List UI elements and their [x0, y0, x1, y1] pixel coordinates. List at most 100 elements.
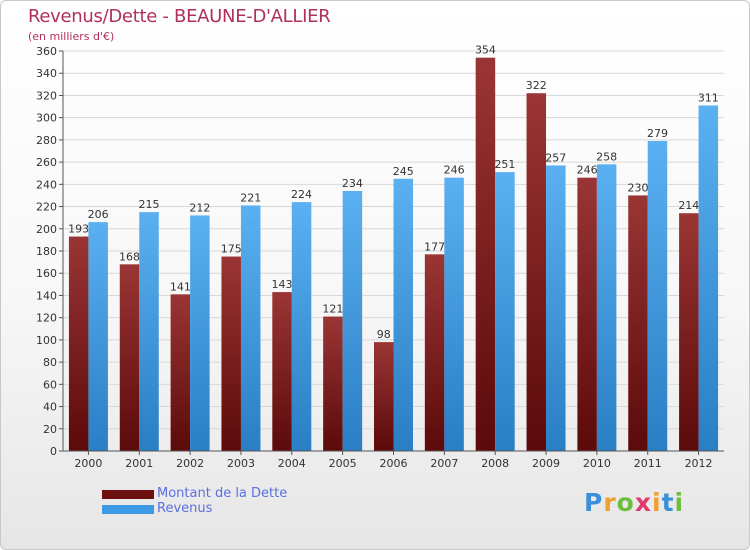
data-label: 141 — [170, 280, 191, 293]
bar-dette — [272, 292, 292, 451]
y-tick-label: 280 — [36, 134, 57, 147]
bar-revenus — [342, 191, 363, 451]
bar-dette — [679, 213, 699, 451]
y-tick-label: 320 — [36, 89, 57, 102]
x-tick-label: 2009 — [532, 457, 560, 470]
bar-revenus — [393, 178, 413, 451]
y-tick-label: 80 — [43, 356, 57, 369]
legend-label-dette: Montant de la Dette — [157, 486, 288, 501]
logo-letter: i — [652, 488, 662, 517]
x-tick-label: 2001 — [125, 457, 153, 470]
x-tick-label: 2000 — [74, 457, 102, 470]
x-tick-label: 2005 — [329, 457, 357, 470]
y-tick-label: 40 — [43, 401, 57, 414]
data-label: 246 — [444, 164, 465, 177]
bar-revenus — [240, 205, 261, 451]
logo-letter: x — [634, 488, 652, 517]
y-tick-label: 60 — [43, 378, 57, 391]
x-tick-label: 2006 — [380, 457, 408, 470]
logo-letter: t — [661, 488, 675, 517]
bar-dette — [221, 256, 241, 451]
data-label: 177 — [424, 240, 445, 253]
bar-revenus — [495, 172, 515, 451]
bar-dette — [577, 177, 597, 451]
data-label: 230 — [627, 181, 648, 194]
bar-revenus — [88, 222, 108, 451]
y-tick-label: 20 — [43, 423, 57, 436]
chart-subtitle: (en milliers d'€) — [28, 30, 115, 43]
bar-dette — [68, 236, 89, 451]
data-label: 212 — [189, 201, 210, 214]
bar-revenus — [647, 141, 668, 451]
data-label: 175 — [221, 243, 242, 256]
y-tick-label: 0 — [50, 445, 57, 458]
y-tick-label: 140 — [36, 289, 57, 302]
proxiti-logo: Proxiti — [584, 488, 684, 517]
bar-dette — [170, 294, 191, 451]
data-label: 258 — [596, 150, 617, 163]
chart-title: Revenus/Dette - BEAUNE-D'ALLIER — [28, 6, 331, 27]
data-label: 224 — [291, 188, 312, 201]
y-tick-label: 300 — [36, 112, 57, 125]
y-tick-label: 120 — [36, 312, 57, 325]
bar-dette — [628, 195, 648, 451]
x-tick-label: 2002 — [176, 457, 204, 470]
bar-dette — [526, 93, 547, 451]
data-label: 322 — [526, 79, 547, 92]
data-label: 121 — [322, 303, 343, 316]
y-tick-label: 100 — [36, 334, 57, 347]
y-tick-label: 240 — [36, 178, 57, 191]
data-label: 143 — [272, 278, 293, 291]
x-tick-label: 2003 — [227, 457, 255, 470]
data-label: 214 — [678, 199, 699, 212]
data-label: 251 — [494, 158, 515, 171]
legend-swatch-dette — [102, 490, 154, 499]
y-tick-label: 160 — [36, 267, 57, 280]
bar-dette — [119, 264, 140, 451]
logo-letter: r — [603, 488, 617, 517]
x-tick-label: 2007 — [430, 457, 458, 470]
data-label: 221 — [240, 191, 261, 204]
y-tick-label: 180 — [36, 245, 57, 258]
bar-revenus — [596, 164, 617, 452]
bar-dette — [475, 57, 496, 452]
y-tick-label: 200 — [36, 223, 57, 236]
logo-letter: o — [616, 488, 635, 517]
x-tick-label: 2012 — [685, 457, 713, 470]
bar-revenus — [698, 105, 719, 451]
x-tick-label: 2011 — [634, 457, 662, 470]
data-label: 215 — [139, 198, 160, 211]
y-tick-label: 260 — [36, 156, 57, 169]
data-label: 193 — [68, 223, 89, 236]
bar-revenus — [291, 202, 312, 451]
data-label: 246 — [577, 164, 598, 177]
data-label: 279 — [647, 127, 668, 140]
logo-letter: i — [674, 488, 685, 517]
data-label: 245 — [393, 165, 414, 178]
data-label: 354 — [475, 44, 496, 57]
data-label: 206 — [88, 208, 109, 221]
bar-revenus — [190, 215, 210, 451]
x-tick-label: 2010 — [583, 457, 611, 470]
logo-letter: P — [584, 488, 604, 517]
bar-dette — [323, 316, 343, 451]
y-tick-label: 340 — [36, 67, 57, 80]
data-label: 98 — [377, 328, 391, 341]
x-tick-label: 2004 — [278, 457, 306, 470]
legend-swatch-revenus — [102, 505, 154, 514]
y-tick-label: 360 — [36, 45, 57, 58]
legend-label-revenus: Revenus — [157, 501, 213, 516]
y-tick-label: 220 — [36, 201, 57, 214]
bar-revenus — [139, 212, 159, 451]
bar-dette — [424, 254, 445, 451]
data-label: 257 — [545, 151, 566, 164]
x-tick-label: 2008 — [481, 457, 509, 470]
data-label: 234 — [342, 177, 363, 190]
bar-revenus — [546, 165, 566, 451]
bar-revenus — [444, 177, 464, 451]
data-label: 311 — [698, 91, 719, 104]
data-label: 168 — [119, 250, 140, 263]
bar-dette — [374, 342, 394, 451]
